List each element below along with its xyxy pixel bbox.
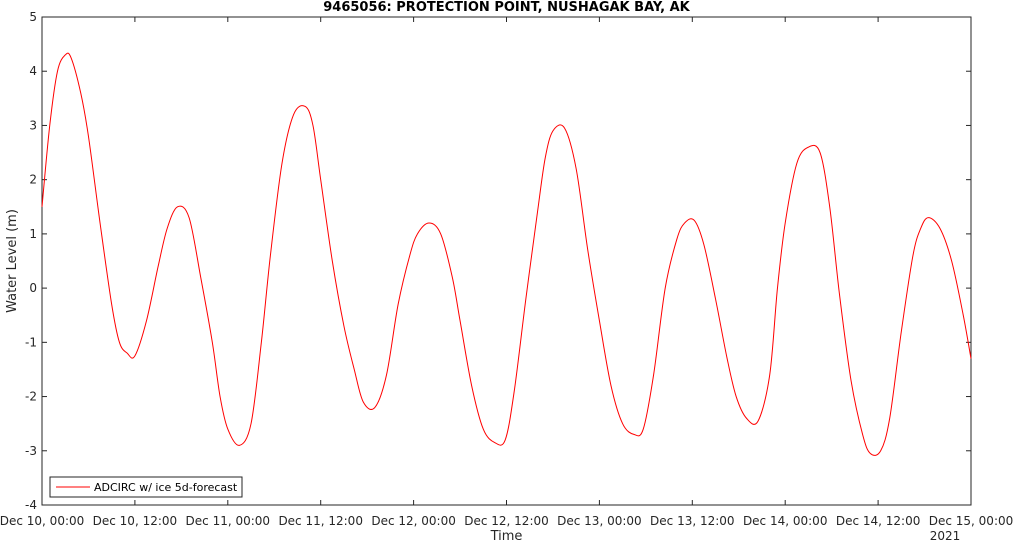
x-tick-label: Dec 13, 12:00 <box>650 514 735 528</box>
x-tick-label: Dec 14, 00:00 <box>743 514 828 528</box>
x-tick-label: Dec 15, 00:00 <box>929 514 1013 528</box>
y-tick-label: 2 <box>29 173 37 187</box>
y-tick-label: 5 <box>29 10 37 24</box>
legend-label: ADCIRC w/ ice 5d-forecast <box>94 481 238 494</box>
y-axis: -4 -3 -2 -1 0 1 2 3 4 5 <box>25 10 971 512</box>
legend-box <box>49 476 243 498</box>
x-tick-label: Dec 11, 00:00 <box>186 514 271 528</box>
chart-title: 9465056: PROTECTION POINT, NUSHAGAK BAY,… <box>323 0 690 15</box>
y-tick-label: 3 <box>29 118 37 132</box>
x-tick-label: Dec 11, 12:00 <box>278 514 363 528</box>
y-tick-label: 4 <box>29 64 37 78</box>
y-tick-label: -1 <box>25 335 37 349</box>
y-tick-label: 1 <box>29 227 37 241</box>
x-tick-label: Dec 12, 00:00 <box>371 514 456 528</box>
y-tick-label: -2 <box>25 390 37 404</box>
y-tick-label: -3 <box>25 444 37 458</box>
x-tick-label: Dec 10, 00:00 <box>0 514 84 528</box>
x-year-label: 2021 <box>930 529 961 541</box>
x-axis: Dec 10, 00:00 Dec 10, 12:00 Dec 11, 00:00 D… <box>0 17 1013 528</box>
x-tick-label: Dec 13, 00:00 <box>557 514 642 528</box>
x-tick-label: Dec 14, 12:00 <box>836 514 921 528</box>
series-layer <box>41 52 972 456</box>
x-tick-label: Dec 12, 12:00 <box>464 514 549 528</box>
series-line-0 <box>41 52 972 456</box>
y-axis-title: Water Level (m) <box>5 209 20 313</box>
plot-area <box>41 16 972 506</box>
y-tick-label: -4 <box>25 498 37 512</box>
y-tick-label: 0 <box>29 281 37 295</box>
x-axis-title: Time <box>490 529 523 541</box>
x-tick-label: Dec 10, 12:00 <box>93 514 178 528</box>
legend: ADCIRC w/ ice 5d-forecast <box>49 476 243 498</box>
